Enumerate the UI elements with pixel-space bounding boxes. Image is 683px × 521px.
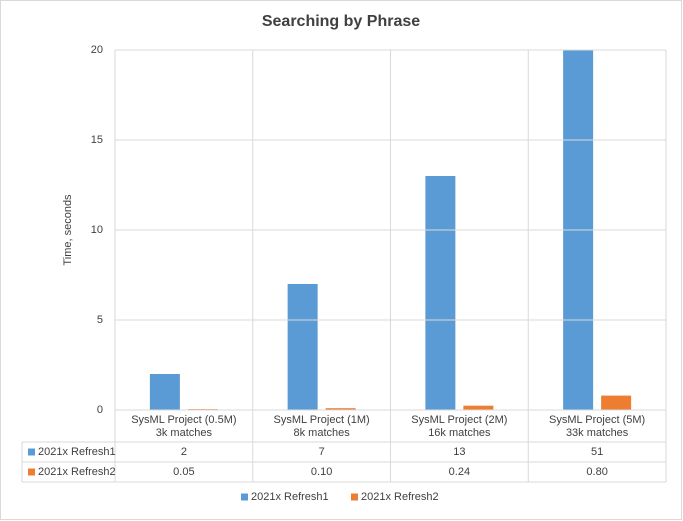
bar [287, 284, 318, 410]
y-tick-label: 10 [91, 224, 103, 236]
bar [149, 374, 180, 410]
table-cell: 13 [453, 446, 465, 458]
y-tick-label: 20 [91, 44, 103, 56]
table-row-label: 2021x Refresh1 [38, 446, 116, 458]
y-tick-label: 5 [97, 314, 103, 326]
chart-title: Searching by Phrase [262, 13, 420, 30]
x-tick-label: 33k matches [566, 427, 629, 439]
table-legend-key [28, 468, 35, 476]
table-cell: 0.10 [311, 466, 332, 478]
legend-key [241, 493, 248, 501]
bar [601, 395, 632, 410]
table-cell: 0.24 [449, 466, 470, 478]
x-tick-label: SysML Project (1M) [274, 414, 370, 426]
x-tick-label: SysML Project (5M) [549, 414, 645, 426]
x-tick-label: SysML Project (0.5M) [131, 414, 236, 426]
x-tick-label: 16k matches [428, 427, 491, 439]
bar [563, 50, 594, 410]
table-row-label: 2021x Refresh2 [38, 466, 116, 478]
x-tick-label: SysML Project (2M) [411, 414, 507, 426]
table-cell: 2 [181, 446, 187, 458]
bar [325, 408, 356, 410]
legend-key [351, 493, 358, 501]
table-cell: 51 [591, 446, 603, 458]
bar [425, 176, 456, 410]
table-cell: 0.05 [173, 466, 194, 478]
legend-label: 2021x Refresh2 [361, 491, 439, 503]
y-axis-label: Time, seconds [62, 194, 74, 266]
x-tick-label: 8k matches [294, 427, 351, 439]
x-tick-label: 3k matches [156, 427, 213, 439]
table-cell: 0.80 [586, 466, 607, 478]
y-tick-label: 0 [97, 404, 103, 416]
table-cell: 7 [319, 446, 325, 458]
legend-label: 2021x Refresh1 [251, 491, 329, 503]
bar [463, 405, 494, 410]
table-legend-key [28, 448, 35, 456]
y-tick-label: 15 [91, 134, 103, 146]
